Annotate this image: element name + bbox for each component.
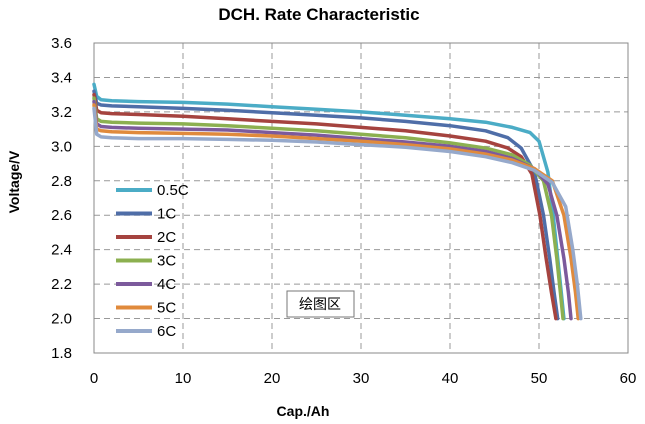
legend-label: 0.5C [157, 182, 189, 199]
legend-label: 2C [157, 229, 176, 246]
y-tick-label: 2.0 [51, 311, 72, 328]
y-tick-label: 3.6 [51, 35, 72, 52]
legend-item: 0.5C [116, 182, 189, 199]
y-tick-label: 2.6 [51, 207, 72, 224]
plot-area-annotation: 绘图区 [286, 290, 355, 318]
y-tick-label: 3.0 [51, 138, 72, 155]
y-tick-label: 3.4 [51, 69, 72, 86]
x-tick-label: 20 [264, 370, 281, 387]
x-tick-label: 60 [620, 370, 637, 387]
series-line-3C [92, 96, 565, 321]
x-tick-label: 10 [175, 370, 192, 387]
y-axis-label: Voltage/V [6, 150, 22, 213]
legend-item: 5C [116, 300, 176, 317]
y-tick-label: 1.8 [51, 345, 72, 362]
chart-title: DCH. Rate Characteristic [218, 5, 419, 24]
plot-area [93, 42, 629, 354]
legend: 0.5C 1C 2C 3C 4C 5C 6C [116, 182, 189, 340]
annotation-label: 绘图区 [299, 297, 341, 313]
y-tick-label: 2.8 [51, 173, 72, 190]
y-tick-label: 2.2 [51, 276, 72, 293]
legend-label: 4C [157, 276, 176, 293]
series-line-2C [92, 92, 558, 321]
legend-label: 6C [157, 323, 176, 340]
legend-label: 3C [157, 253, 176, 270]
y-tick-label: 2.4 [51, 242, 72, 259]
legend-item: 2C [116, 229, 176, 246]
legend-item: 1C [116, 206, 176, 223]
x-tick-label: 0 [90, 370, 98, 387]
legend-label: 1C [157, 206, 176, 223]
x-axis-label: Cap./Ah [277, 403, 330, 419]
legend-item: 3C [116, 253, 176, 270]
y-tick-labels: 1.8 2.0 2.2 2.4 2.6 2.8 3.0 3.2 3.4 3.6 [51, 35, 72, 362]
series-layer [92, 82, 583, 321]
series-line-4C [92, 99, 573, 321]
legend-item: 6C [116, 323, 176, 340]
x-tick-label: 30 [353, 370, 370, 387]
x-tick-labels: 0 10 20 30 40 50 60 [90, 370, 637, 387]
series-line-5C [92, 103, 580, 321]
x-tick-label: 50 [531, 370, 548, 387]
x-tick-label: 40 [442, 370, 459, 387]
legend-label: 5C [157, 300, 176, 317]
legend-item: 4C [116, 276, 176, 293]
y-tick-label: 3.2 [51, 104, 72, 121]
series-line-6C [92, 106, 583, 321]
series-line-1C [92, 89, 560, 321]
